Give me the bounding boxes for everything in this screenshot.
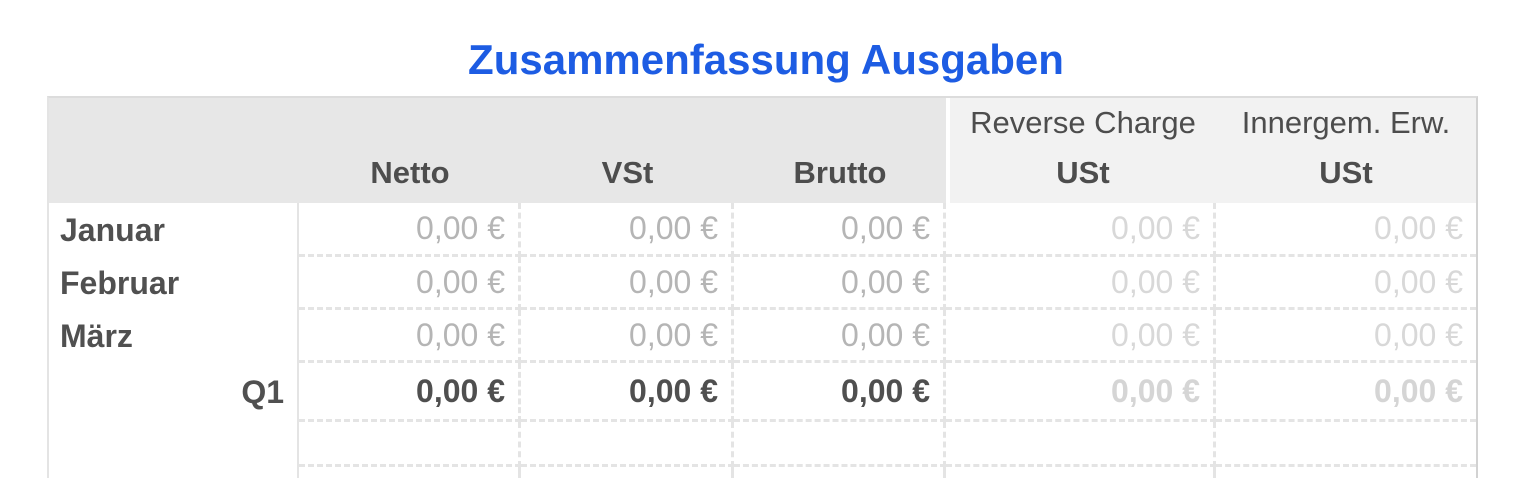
cell-q1-innergem-ust[interactable]: 0,00 €: [1216, 363, 1476, 422]
row-label-januar[interactable]: Januar: [49, 203, 299, 257]
cell-maerz-netto[interactable]: 0,00 €: [299, 310, 521, 363]
cell-januar-innergem-ust[interactable]: 0,00 €: [1216, 203, 1476, 257]
cell-empty[interactable]: [946, 422, 1216, 467]
row-label-q1-total[interactable]: Q1: [49, 363, 299, 422]
cell-empty[interactable]: [1216, 467, 1476, 478]
column-header-brutto-label: Brutto: [793, 154, 887, 190]
cell-januar-reverse-charge-ust[interactable]: 0,00 €: [946, 203, 1216, 257]
column-header-reverse-charge-ust[interactable]: Reverse Charge USt: [946, 98, 1216, 203]
summary-table: Netto VSt Brutto Reverse Charge USt Inne…: [47, 96, 1478, 478]
cell-maerz-reverse-charge-ust[interactable]: 0,00 €: [946, 310, 1216, 363]
table-title: Zusammenfassung Ausgaben: [468, 36, 1064, 83]
column-header-brutto[interactable]: Brutto: [734, 98, 946, 203]
row-label-februar[interactable]: Februar: [49, 257, 299, 310]
column-header-reverse-charge-line1: Reverse Charge: [970, 104, 1196, 140]
cell-januar-vst[interactable]: 0,00 €: [521, 203, 734, 257]
column-header-netto-label: Netto: [370, 154, 450, 190]
column-header-netto[interactable]: Netto: [299, 98, 521, 203]
cell-maerz-brutto[interactable]: 0,00 €: [734, 310, 946, 363]
cell-januar-brutto[interactable]: 0,00 €: [734, 203, 946, 257]
column-header-innergem-ust[interactable]: Innergem. Erw. USt: [1216, 98, 1476, 203]
column-header-vst-label: VSt: [601, 154, 654, 190]
row-label-empty[interactable]: [49, 467, 299, 478]
column-header-vst[interactable]: VSt: [521, 98, 734, 203]
column-header-reverse-charge-line2: USt: [1056, 154, 1110, 190]
column-header-innergem-line1: Innergem. Erw.: [1241, 104, 1451, 140]
cell-empty[interactable]: [1216, 422, 1476, 467]
cell-q1-netto[interactable]: 0,00 €: [299, 363, 521, 422]
cell-empty[interactable]: [299, 422, 521, 467]
cell-q1-brutto[interactable]: 0,00 €: [734, 363, 946, 422]
cell-q1-vst[interactable]: 0,00 €: [521, 363, 734, 422]
cell-maerz-vst[interactable]: 0,00 €: [521, 310, 734, 363]
cell-q1-reverse-charge-ust[interactable]: 0,00 €: [946, 363, 1216, 422]
cell-empty[interactable]: [734, 422, 946, 467]
header-corner-cell[interactable]: [49, 98, 299, 203]
cell-januar-netto[interactable]: 0,00 €: [299, 203, 521, 257]
cell-empty[interactable]: [521, 467, 734, 478]
cell-empty[interactable]: [521, 422, 734, 467]
column-header-innergem-line2: USt: [1319, 154, 1373, 190]
cell-februar-brutto[interactable]: 0,00 €: [734, 257, 946, 310]
row-label-empty[interactable]: [49, 422, 299, 467]
cell-maerz-innergem-ust[interactable]: 0,00 €: [1216, 310, 1476, 363]
cell-februar-vst[interactable]: 0,00 €: [521, 257, 734, 310]
cell-februar-reverse-charge-ust[interactable]: 0,00 €: [946, 257, 1216, 310]
row-label-maerz[interactable]: März: [49, 310, 299, 363]
cell-empty[interactable]: [734, 467, 946, 478]
cell-empty[interactable]: [946, 467, 1216, 478]
cell-februar-netto[interactable]: 0,00 €: [299, 257, 521, 310]
cell-empty[interactable]: [299, 467, 521, 478]
cell-februar-innergem-ust[interactable]: 0,00 €: [1216, 257, 1476, 310]
